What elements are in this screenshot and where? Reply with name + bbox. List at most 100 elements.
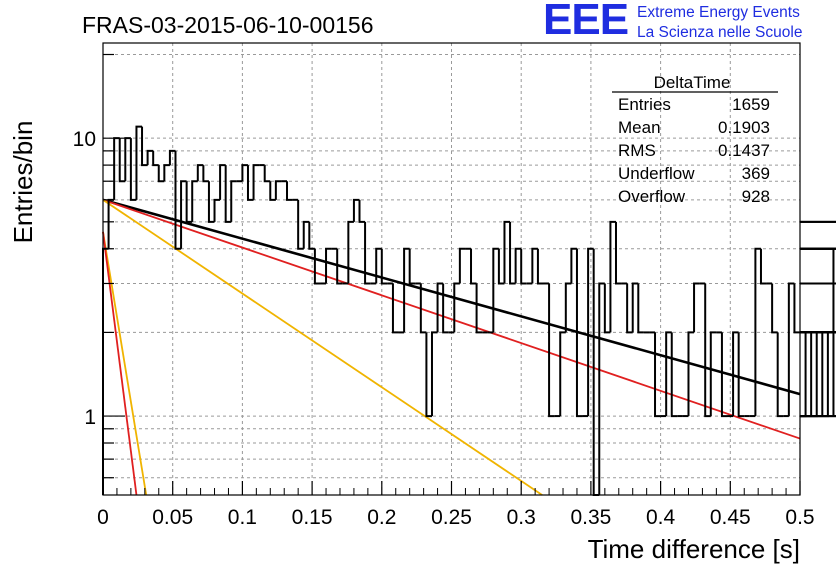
histogram-bin [800, 282, 836, 285]
histogram-bin [442, 283, 449, 334]
histogram-bin [157, 165, 165, 183]
histogram-bin [776, 332, 784, 418]
stats-rows: Entries 1659 Mean 0.1903 RMS 0.1437 Underflow 3… [618, 95, 770, 206]
histogram-bin [152, 150, 159, 167]
histogram-bin [403, 247, 410, 333]
histogram-bin [800, 331, 836, 334]
histogram-bin [575, 248, 583, 418]
histogram-bin [665, 331, 672, 417]
histogram-bin [800, 247, 836, 250]
stats-label: Mean [618, 118, 661, 137]
histogram-bin [163, 164, 170, 182]
histogram-bin [631, 282, 639, 333]
histogram-bin [800, 332, 829, 418]
logo-text-line-1: Extreme Energy Events [637, 4, 800, 21]
stats-value: 0.1437 [718, 141, 770, 160]
histogram-bin [720, 332, 728, 418]
histogram-bin [759, 248, 767, 285]
histogram-bin [626, 283, 633, 334]
x-tick-label: 0.35 [570, 506, 611, 529]
histogram-bin [347, 220, 354, 284]
x-tick-label: 0.45 [710, 506, 751, 529]
histogram-bin [670, 332, 678, 418]
grid [103, 43, 800, 495]
stats-title: DeltaTime [654, 73, 731, 92]
histogram-bin [800, 247, 836, 250]
histogram-bin [693, 282, 700, 333]
histogram-bin [470, 248, 477, 285]
histogram-bin [800, 331, 836, 334]
stats-value: 1659 [732, 95, 770, 114]
stats-box: DeltaTime Entries 1659 Mean 0.1903 RMS 0.1437… [612, 73, 778, 206]
histogram-bin [336, 248, 343, 285]
histogram-bin [118, 138, 126, 183]
histogram-bin [800, 247, 836, 250]
histogram-bin [380, 248, 388, 285]
tick-labels: 0 0.05 0.1 0.15 0.2 0.25 0.3 0.35 0.4 0.45 0.5 1 10 [73, 128, 815, 529]
histogram-bin [609, 220, 616, 333]
histogram-bin [800, 331, 836, 334]
stats-value: 928 [742, 187, 770, 206]
histogram-bin [419, 283, 427, 334]
y-axis-label: Entries/bin [8, 121, 38, 244]
histogram-bin [458, 247, 466, 284]
histogram-bin [425, 332, 432, 418]
histogram-bin [302, 220, 310, 249]
x-tick-label: 0.25 [431, 506, 472, 529]
histogram-bin [102, 247, 109, 495]
histogram-bin [325, 247, 332, 284]
histogram-bin [800, 282, 836, 285]
histogram-bin [559, 331, 566, 417]
histogram-bin [202, 165, 209, 183]
histogram-bin [800, 282, 836, 285]
histogram-bin [800, 282, 836, 285]
histogram-bin [241, 164, 248, 182]
eee-logo: EEE Extreme Energy Events La Scienza nel… [543, 0, 833, 44]
histogram-bin [548, 283, 555, 418]
histogram-bin [704, 283, 711, 418]
histogram-bin [230, 180, 237, 222]
histogram-bin [709, 331, 717, 417]
fit-curves [102, 198, 801, 496]
x-tick-label: 0 [97, 506, 109, 529]
histogram-bin [637, 283, 644, 334]
histogram-bin [168, 149, 176, 166]
histogram-bin [603, 283, 611, 334]
histogram-bin [224, 165, 232, 223]
histogram-bin [800, 331, 836, 334]
histogram-bin [436, 282, 444, 333]
y-tick-label: 1 [84, 406, 96, 429]
histogram-bin [800, 331, 836, 334]
histogram-bin [375, 247, 382, 284]
histogram-bin [308, 221, 315, 250]
histogram-bin [174, 150, 182, 250]
histogram [102, 125, 836, 496]
histogram-bin [219, 164, 226, 200]
stats-value: 369 [742, 164, 770, 183]
histogram-bin [213, 198, 221, 222]
x-axis-label: Time difference [s] [588, 534, 800, 564]
histogram-bin [124, 137, 131, 182]
histogram-bin [514, 247, 522, 284]
x-tick-label: 0.3 [507, 506, 536, 529]
x-tick-label: 0.15 [292, 506, 333, 529]
histogram-bin [141, 126, 148, 167]
axis-ticks [102, 53, 801, 495]
x-tick-label: 0.5 [785, 506, 814, 529]
stats-value: 0.1903 [718, 118, 770, 137]
histogram-bin [297, 199, 304, 250]
histogram-bin [536, 248, 544, 285]
histogram-bin [732, 331, 739, 417]
x-tick-label: 0.1 [228, 506, 257, 529]
eee-logo-mark: EEE [543, 0, 629, 44]
fit-curve-3 [102, 199, 543, 496]
histogram-bin [800, 282, 836, 285]
histogram-bin [352, 198, 360, 222]
histogram-bin [687, 331, 695, 417]
histogram-bin [263, 165, 271, 183]
histogram-bin [520, 248, 527, 285]
histogram-bin [358, 199, 366, 223]
histogram-bin [364, 221, 371, 285]
histogram-bin [207, 181, 215, 223]
histogram-bin [787, 282, 795, 417]
